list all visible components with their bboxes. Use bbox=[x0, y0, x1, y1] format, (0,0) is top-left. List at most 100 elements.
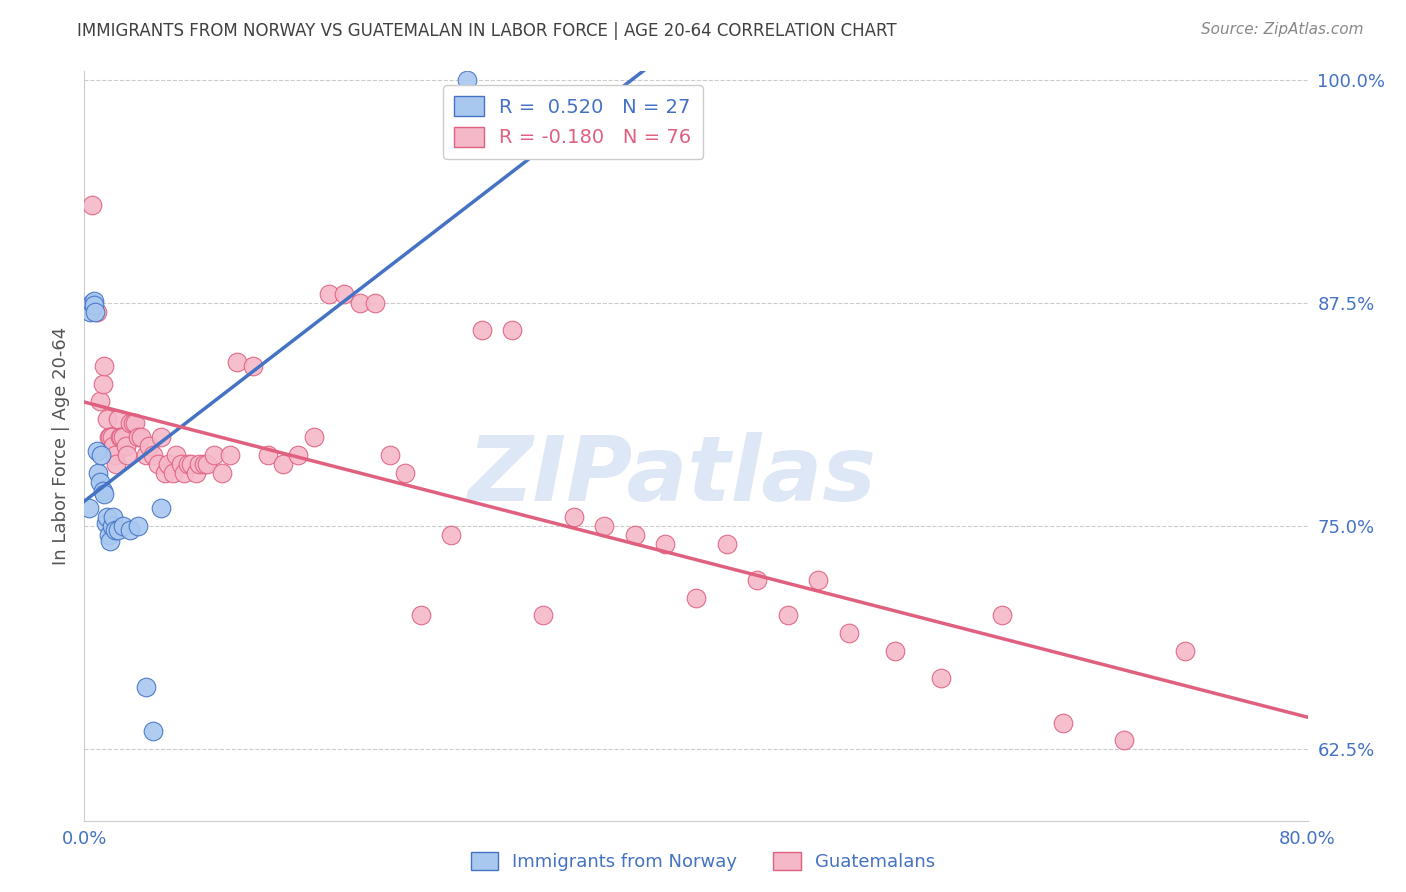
Point bbox=[149, 430, 172, 444]
Point bbox=[177, 457, 200, 471]
Point bbox=[257, 448, 280, 462]
Point bbox=[162, 466, 184, 480]
Point bbox=[89, 394, 111, 409]
Point bbox=[991, 608, 1014, 623]
Point bbox=[120, 523, 142, 537]
Point bbox=[98, 533, 121, 548]
Point bbox=[562, 510, 585, 524]
Point bbox=[471, 323, 494, 337]
Point bbox=[122, 416, 145, 430]
Point bbox=[101, 430, 124, 444]
Point bbox=[107, 412, 129, 426]
Point bbox=[165, 448, 187, 462]
Point bbox=[716, 537, 738, 551]
Point bbox=[84, 305, 107, 319]
Point bbox=[184, 466, 207, 480]
Point bbox=[456, 73, 478, 87]
Point bbox=[110, 430, 132, 444]
Point bbox=[138, 439, 160, 453]
Point bbox=[93, 359, 115, 373]
Point bbox=[218, 448, 240, 462]
Point bbox=[531, 608, 554, 623]
Point bbox=[83, 298, 105, 312]
Point bbox=[394, 466, 416, 480]
Point bbox=[87, 466, 110, 480]
Point bbox=[1052, 715, 1074, 730]
Point bbox=[838, 626, 860, 640]
Point bbox=[129, 430, 152, 444]
Point bbox=[142, 724, 165, 739]
Point bbox=[103, 439, 125, 453]
Point bbox=[242, 359, 264, 373]
Point bbox=[115, 448, 138, 462]
Point bbox=[287, 448, 309, 462]
Point bbox=[83, 294, 105, 309]
Point bbox=[120, 416, 142, 430]
Point bbox=[929, 671, 952, 685]
Point bbox=[364, 296, 387, 310]
Point bbox=[93, 487, 115, 501]
Point bbox=[155, 466, 177, 480]
Point bbox=[135, 448, 157, 462]
Point bbox=[124, 416, 146, 430]
Point bbox=[149, 501, 172, 516]
Point bbox=[502, 323, 524, 337]
Point bbox=[104, 523, 127, 537]
Point bbox=[146, 457, 169, 471]
Point bbox=[79, 305, 101, 319]
Point bbox=[105, 457, 128, 471]
Point bbox=[593, 519, 616, 533]
Point bbox=[96, 412, 118, 426]
Text: IMMIGRANTS FROM NORWAY VS GUATEMALAN IN LABOR FORCE | AGE 20-64 CORRELATION CHAR: IMMIGRANTS FROM NORWAY VS GUATEMALAN IN … bbox=[77, 22, 897, 40]
Point bbox=[188, 457, 211, 471]
Point bbox=[127, 430, 149, 444]
Point bbox=[409, 608, 432, 623]
Point bbox=[135, 680, 157, 694]
Text: Source: ZipAtlas.com: Source: ZipAtlas.com bbox=[1201, 22, 1364, 37]
Point bbox=[685, 591, 707, 605]
Point bbox=[349, 296, 371, 310]
Point bbox=[624, 528, 647, 542]
Point bbox=[318, 287, 340, 301]
Point bbox=[440, 528, 463, 542]
Point bbox=[193, 457, 215, 471]
Point bbox=[807, 573, 830, 587]
Point bbox=[211, 466, 233, 480]
Point bbox=[90, 448, 112, 462]
Point bbox=[94, 516, 117, 530]
Point bbox=[77, 501, 100, 516]
Point bbox=[157, 457, 180, 471]
Point bbox=[103, 510, 125, 524]
Point bbox=[108, 430, 131, 444]
Point bbox=[380, 448, 402, 462]
Point bbox=[142, 448, 165, 462]
Point bbox=[1114, 733, 1136, 747]
Point bbox=[333, 287, 356, 301]
Point bbox=[180, 457, 202, 471]
Point bbox=[89, 475, 111, 489]
Y-axis label: In Labor Force | Age 20-64: In Labor Force | Age 20-64 bbox=[52, 326, 70, 566]
Point bbox=[173, 466, 195, 480]
Point bbox=[80, 296, 103, 310]
Point bbox=[104, 448, 127, 462]
Point bbox=[86, 444, 108, 458]
Point bbox=[127, 519, 149, 533]
Legend: R =  0.520   N = 27, R = -0.180   N = 76: R = 0.520 N = 27, R = -0.180 N = 76 bbox=[443, 85, 703, 159]
Point bbox=[776, 608, 799, 623]
Point bbox=[97, 528, 120, 542]
Point bbox=[97, 430, 120, 444]
Text: ZIPatlas: ZIPatlas bbox=[467, 432, 876, 520]
Point bbox=[654, 537, 676, 551]
Point bbox=[91, 483, 114, 498]
Point bbox=[101, 519, 124, 533]
Point bbox=[91, 376, 114, 391]
Point bbox=[883, 644, 905, 658]
Point bbox=[747, 573, 769, 587]
Point bbox=[1174, 644, 1197, 658]
Point bbox=[195, 457, 218, 471]
Point bbox=[170, 457, 193, 471]
Point bbox=[111, 430, 134, 444]
Point bbox=[226, 355, 249, 369]
Point bbox=[107, 523, 129, 537]
Point bbox=[302, 430, 325, 444]
